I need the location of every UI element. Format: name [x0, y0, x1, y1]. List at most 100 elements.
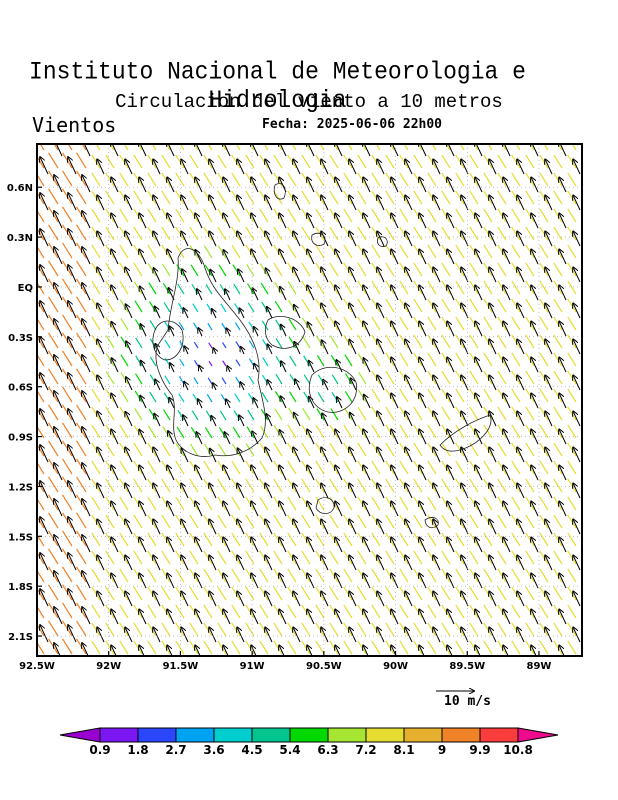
streamline-segment [193, 144, 199, 151]
streamline-segment [497, 424, 507, 439]
wind-vector [461, 159, 469, 175]
streamline-segment [315, 550, 325, 565]
streamline-segment [357, 172, 367, 187]
streamline-segment [76, 314, 87, 331]
wind-vector [559, 537, 567, 553]
streamline-segment [497, 640, 507, 655]
streamlines-layer [37, 144, 577, 655]
wind-vector [559, 249, 567, 265]
streamline-segment [273, 496, 283, 511]
wind-vector [475, 249, 483, 265]
streamline-segment [427, 514, 437, 529]
wind-vector [322, 413, 329, 427]
streamline-segment [529, 144, 535, 151]
streamline-segment [133, 640, 143, 655]
streamline-segment [427, 208, 437, 223]
wind-vector [111, 144, 119, 157]
streamline-segment [427, 154, 437, 169]
streamline-segment [483, 586, 493, 601]
streamline-segment [119, 226, 129, 241]
wind-vector [155, 344, 161, 355]
streamline-segment [162, 263, 171, 277]
streamline-segment [147, 154, 157, 169]
wind-vector [307, 285, 315, 301]
wind-vector [239, 415, 245, 427]
streamline-segment [119, 478, 129, 493]
streamline-segment [233, 410, 241, 421]
streamline-segment [357, 190, 367, 205]
streamline-segment [399, 406, 409, 421]
wind-vector [280, 287, 287, 301]
wind-vector [322, 340, 329, 355]
streamline-segment [248, 340, 255, 349]
streamline-segment [511, 640, 521, 655]
streamline-segment [248, 358, 255, 367]
streamline-segment [175, 604, 185, 619]
streamline-segment [329, 478, 339, 493]
streamline-segment [331, 374, 339, 385]
wind-vector [531, 249, 539, 265]
streamline-segment [105, 424, 115, 439]
streamline-segment [539, 568, 549, 583]
wind-vector [405, 159, 413, 175]
wind-vector [307, 573, 315, 589]
wind-vector [54, 499, 63, 517]
streamline-segment [525, 334, 535, 349]
streamline-segment [179, 340, 185, 349]
streamline-segment [525, 298, 535, 313]
streamline-segment [273, 532, 283, 547]
wind-vector [447, 429, 455, 445]
streamline-segment [427, 604, 437, 619]
wind-vector [153, 159, 161, 175]
streamline-segment [147, 640, 157, 655]
streamline-segment [105, 244, 115, 259]
wind-vector [461, 267, 469, 283]
wind-vector [126, 304, 133, 319]
streamline-segment [119, 604, 129, 619]
streamline-segment [343, 478, 353, 493]
streamline-segment [553, 568, 563, 583]
streamline-segment [441, 514, 451, 529]
wind-vector [279, 645, 285, 656]
wind-vector [405, 411, 413, 427]
streamline-segment [539, 298, 549, 313]
streamline-segment [329, 442, 339, 457]
streamline-segment [189, 622, 199, 637]
wind-vector [223, 501, 231, 517]
streamline-segment [441, 352, 451, 367]
wind-vector [447, 321, 455, 337]
wind-vector [489, 159, 497, 175]
wind-vector [363, 321, 371, 337]
streamline-segment [203, 245, 213, 259]
wind-vector [254, 364, 258, 373]
streamline-segment [301, 280, 311, 295]
wind-vector [405, 303, 413, 319]
streamline-segment [357, 604, 367, 619]
wind-vector [433, 411, 441, 427]
streamline-segment [62, 260, 73, 277]
streamline-segment [357, 353, 367, 367]
streamline-segment [497, 154, 507, 169]
wind-vector [125, 447, 133, 463]
wind-vector [475, 357, 483, 373]
wind-vector [461, 303, 469, 319]
streamline-segment [385, 208, 395, 223]
streamline-segment [343, 154, 353, 169]
streamline-segment [441, 496, 451, 511]
wind-vector [433, 159, 441, 175]
streamline-segment [343, 496, 353, 511]
wind-vector [281, 361, 287, 373]
streamline-segment [441, 280, 451, 295]
streamline-segment [515, 144, 521, 151]
streamline-segment [399, 550, 409, 565]
wind-vector [405, 483, 413, 499]
streamline-segment [133, 442, 143, 457]
wind-vector [293, 627, 301, 643]
wind-vector [377, 375, 385, 391]
wind-vector [97, 447, 105, 463]
wind-vector [335, 645, 341, 656]
wind-vector [391, 573, 399, 589]
streamline-segment [235, 376, 241, 385]
streamline-segment [413, 370, 423, 385]
streamline-segment [413, 442, 423, 457]
